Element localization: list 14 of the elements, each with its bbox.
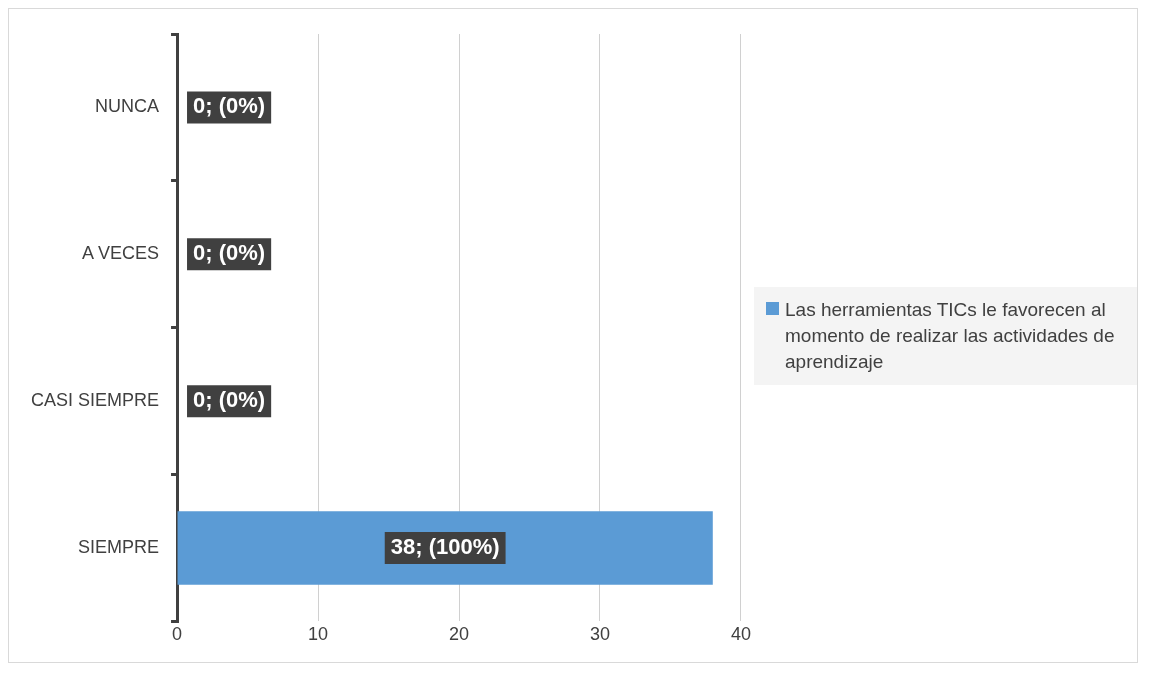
x-tick-label: 40 xyxy=(730,624,751,645)
y-tick-label: CASI SIEMPRE xyxy=(31,390,160,411)
data-label: 38; (100%) xyxy=(390,534,500,560)
data-label: 0; (0%) xyxy=(193,387,266,413)
y-tick-label: SIEMPRE xyxy=(78,536,160,557)
x-tick-label: 20 xyxy=(448,624,470,645)
y-tick-label: NUNCA xyxy=(95,96,160,117)
legend-label: Las herramientas TICs le favorecen al momento de realizar las actividades de aprendizaje xyxy=(785,297,1116,374)
y-tick-label: A VECES xyxy=(81,243,160,264)
data-label: 0; (0%) xyxy=(193,93,266,119)
data-label: 0; (0%) xyxy=(193,240,266,266)
x-tick-label: 0 xyxy=(172,624,183,645)
x-tick-label: 10 xyxy=(308,624,329,645)
x-tick-label: 30 xyxy=(589,624,611,645)
